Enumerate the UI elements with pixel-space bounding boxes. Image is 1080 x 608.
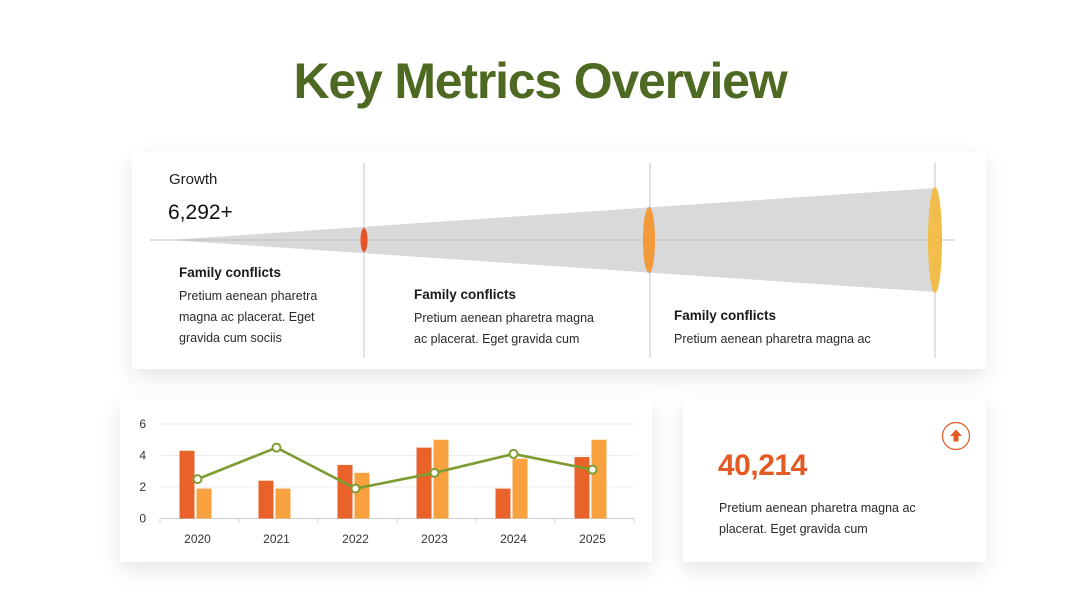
line-point-2023 [429, 467, 440, 478]
x-tick-label-2020: 2020 [184, 532, 211, 546]
line-point-2021 [271, 442, 282, 453]
y-tick-label: 4 [139, 449, 146, 463]
kpi-card [683, 398, 986, 562]
bar-series-1-2023 [416, 447, 432, 519]
bar-series-1-2021 [258, 480, 274, 519]
bar-series-2-2025 [591, 439, 607, 519]
bar-series-2-2023 [433, 439, 449, 519]
segment-2-line-1: Pretium aenean pharetra magna [414, 311, 594, 325]
bar-series-2-2022 [354, 472, 370, 519]
bar-series-1-2022 [337, 464, 353, 519]
bar-series-2-2021 [275, 488, 291, 519]
growth-value: 6,292+ [168, 201, 233, 224]
segment-2-line-2: ac placerat. Eget gravida cum [414, 332, 580, 346]
segment-1-line-2: magna ac placerat. Eget [179, 310, 315, 324]
kpi-description-line-2: placerat. Eget gravida cum [719, 522, 868, 536]
x-tick-label-2021: 2021 [263, 532, 290, 546]
kpi-description-line-1: Pretium aenean pharetra magna ac [719, 501, 916, 515]
funnel-marker-2 [643, 207, 655, 273]
bar-series-2-2024 [512, 458, 528, 519]
bar-series-2-2020 [196, 488, 212, 519]
bar-series-1-2020 [179, 450, 195, 519]
chart-card [120, 398, 652, 562]
kpi-description: Pretium aenean pharetra magna ac placera… [719, 498, 949, 540]
segment-1-title: Family conflicts [179, 265, 282, 280]
x-tick-label-2023: 2023 [421, 532, 448, 546]
segment-2-title: Family conflicts [414, 287, 517, 302]
y-tick-label: 0 [139, 512, 146, 526]
line-point-2022 [350, 483, 361, 494]
line-point-2025 [587, 464, 598, 475]
line-series [197, 446, 593, 490]
y-tick-label: 6 [139, 417, 146, 431]
x-tick-label-2025: 2025 [579, 532, 606, 546]
line-point-2020 [192, 474, 203, 485]
x-tick-label-2024: 2024 [500, 532, 527, 546]
y-tick-label: 2 [139, 480, 146, 494]
kpi-value: 40,214 [718, 449, 807, 482]
arrow-up-icon[interactable] [941, 421, 971, 451]
bar-series-1-2025 [574, 457, 590, 519]
bar-series-1-2024 [495, 488, 511, 519]
segment-1-line-3: gravida cum sociis [179, 331, 282, 345]
combo-chart: 0 2 4 6 2020 2021 2022 2023 2024 2025 [139, 417, 635, 546]
segment-2-body: Pretium aenean pharetra magna ac placera… [414, 308, 594, 350]
funnel-marker-1 [360, 228, 368, 252]
growth-label: Growth [169, 171, 218, 188]
segment-1-line-1: Pretium aenean pharetra [179, 289, 318, 303]
funnel-marker-3 [928, 187, 942, 293]
slide-title: Key Metrics Overview [293, 53, 788, 109]
segment-3-title: Family conflicts [674, 308, 777, 323]
segment-1-body: Pretium aenean pharetra magna ac placera… [179, 286, 317, 349]
segment-3-body: Pretium aenean pharetra magna ac [674, 329, 871, 350]
line-point-2024 [508, 448, 519, 459]
segment-3-line-1: Pretium aenean pharetra magna ac [674, 332, 871, 346]
x-tick-label-2022: 2022 [342, 532, 369, 546]
